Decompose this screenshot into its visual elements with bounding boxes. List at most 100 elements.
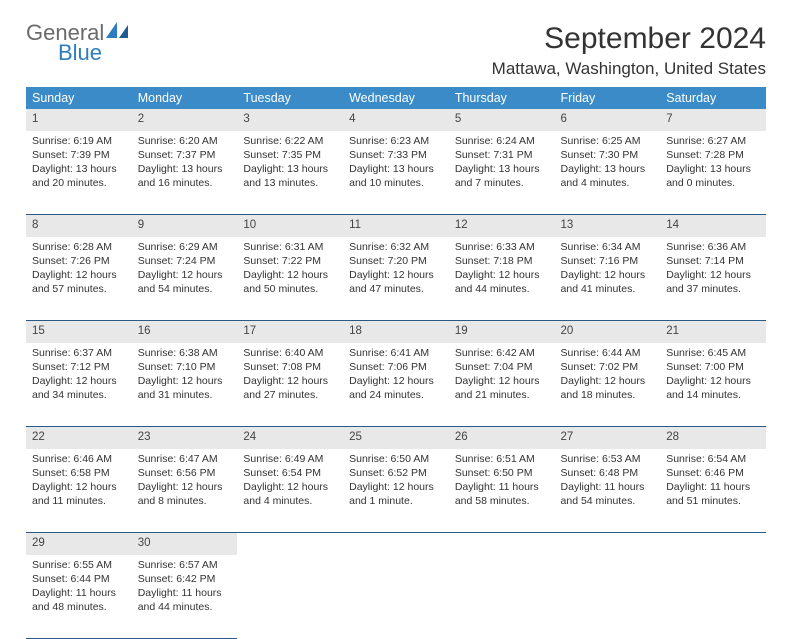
day-number: 13	[555, 215, 661, 237]
month-title: September 2024	[492, 22, 766, 56]
sunset-line: Sunset: 7:39 PM	[32, 148, 126, 162]
sunrise-line: Sunrise: 6:54 AM	[666, 452, 760, 466]
sunset-line: Sunset: 7:22 PM	[243, 254, 337, 268]
daylight-line: Daylight: 12 hours and 14 minutes.	[666, 374, 760, 402]
day-cell	[449, 555, 555, 639]
day-cell: Sunrise: 6:55 AMSunset: 6:44 PMDaylight:…	[26, 555, 132, 639]
daylight-line: Daylight: 12 hours and 21 minutes.	[455, 374, 549, 402]
sunset-line: Sunset: 7:08 PM	[243, 360, 337, 374]
weekday-header: Sunday	[26, 87, 132, 109]
day-cell: Sunrise: 6:34 AMSunset: 7:16 PMDaylight:…	[555, 237, 661, 321]
sunrise-line: Sunrise: 6:57 AM	[138, 558, 232, 572]
daylight-line: Daylight: 13 hours and 0 minutes.	[666, 162, 760, 190]
sunrise-line: Sunrise: 6:51 AM	[455, 452, 549, 466]
day-number: 18	[343, 321, 449, 343]
daylight-line: Daylight: 12 hours and 1 minute.	[349, 480, 443, 508]
sunset-line: Sunset: 7:35 PM	[243, 148, 337, 162]
day-number: 21	[660, 321, 766, 343]
sunrise-line: Sunrise: 6:44 AM	[561, 346, 655, 360]
sunrise-line: Sunrise: 6:24 AM	[455, 134, 549, 148]
calendar-table: Sunday Monday Tuesday Wednesday Thursday…	[26, 87, 766, 639]
sunrise-line: Sunrise: 6:29 AM	[138, 240, 232, 254]
sunrise-line: Sunrise: 6:22 AM	[243, 134, 337, 148]
day-number-row: 15161718192021	[26, 321, 766, 343]
sunset-line: Sunset: 7:30 PM	[561, 148, 655, 162]
weekday-header-row: Sunday Monday Tuesday Wednesday Thursday…	[26, 87, 766, 109]
day-cell	[555, 555, 661, 639]
daylight-line: Daylight: 11 hours and 58 minutes.	[455, 480, 549, 508]
day-cell: Sunrise: 6:24 AMSunset: 7:31 PMDaylight:…	[449, 131, 555, 215]
day-number: 24	[237, 427, 343, 449]
day-number: 25	[343, 427, 449, 449]
day-cell: Sunrise: 6:53 AMSunset: 6:48 PMDaylight:…	[555, 449, 661, 533]
day-number: 1	[26, 109, 132, 131]
sunset-line: Sunset: 6:44 PM	[32, 572, 126, 586]
sunrise-line: Sunrise: 6:28 AM	[32, 240, 126, 254]
day-number	[343, 533, 449, 555]
sunset-line: Sunset: 7:37 PM	[138, 148, 232, 162]
daylight-line: Daylight: 12 hours and 31 minutes.	[138, 374, 232, 402]
day-number: 30	[132, 533, 238, 555]
day-cell: Sunrise: 6:44 AMSunset: 7:02 PMDaylight:…	[555, 343, 661, 427]
sunset-line: Sunset: 7:28 PM	[666, 148, 760, 162]
day-number-row: 2930	[26, 533, 766, 555]
day-number: 9	[132, 215, 238, 237]
day-number: 7	[660, 109, 766, 131]
day-number: 19	[449, 321, 555, 343]
logo: General Blue	[26, 22, 132, 64]
day-number: 22	[26, 427, 132, 449]
header: General Blue September 2024 Mattawa, Was…	[26, 22, 766, 79]
sunset-line: Sunset: 6:56 PM	[138, 466, 232, 480]
sunset-line: Sunset: 6:50 PM	[455, 466, 549, 480]
sunset-line: Sunset: 7:04 PM	[455, 360, 549, 374]
day-cell: Sunrise: 6:49 AMSunset: 6:54 PMDaylight:…	[237, 449, 343, 533]
sunrise-line: Sunrise: 6:23 AM	[349, 134, 443, 148]
daylight-line: Daylight: 13 hours and 20 minutes.	[32, 162, 126, 190]
sunset-line: Sunset: 7:02 PM	[561, 360, 655, 374]
day-cell: Sunrise: 6:31 AMSunset: 7:22 PMDaylight:…	[237, 237, 343, 321]
sunrise-line: Sunrise: 6:55 AM	[32, 558, 126, 572]
sunrise-line: Sunrise: 6:41 AM	[349, 346, 443, 360]
day-number: 20	[555, 321, 661, 343]
day-number: 14	[660, 215, 766, 237]
day-number: 15	[26, 321, 132, 343]
day-number: 10	[237, 215, 343, 237]
day-number: 5	[449, 109, 555, 131]
day-cell	[660, 555, 766, 639]
day-cell: Sunrise: 6:54 AMSunset: 6:46 PMDaylight:…	[660, 449, 766, 533]
sunrise-line: Sunrise: 6:38 AM	[138, 346, 232, 360]
sunrise-line: Sunrise: 6:37 AM	[32, 346, 126, 360]
sunrise-line: Sunrise: 6:19 AM	[32, 134, 126, 148]
sunset-line: Sunset: 6:46 PM	[666, 466, 760, 480]
day-cell: Sunrise: 6:51 AMSunset: 6:50 PMDaylight:…	[449, 449, 555, 533]
sunset-line: Sunset: 7:14 PM	[666, 254, 760, 268]
sunset-line: Sunset: 7:12 PM	[32, 360, 126, 374]
day-cell: Sunrise: 6:25 AMSunset: 7:30 PMDaylight:…	[555, 131, 661, 215]
daylight-line: Daylight: 13 hours and 16 minutes.	[138, 162, 232, 190]
logo-word2: Blue	[58, 42, 132, 64]
day-cell: Sunrise: 6:20 AMSunset: 7:37 PMDaylight:…	[132, 131, 238, 215]
daylight-line: Daylight: 13 hours and 10 minutes.	[349, 162, 443, 190]
sunset-line: Sunset: 7:31 PM	[455, 148, 549, 162]
day-cell: Sunrise: 6:23 AMSunset: 7:33 PMDaylight:…	[343, 131, 449, 215]
day-cell: Sunrise: 6:32 AMSunset: 7:20 PMDaylight:…	[343, 237, 449, 321]
day-cell: Sunrise: 6:50 AMSunset: 6:52 PMDaylight:…	[343, 449, 449, 533]
day-number: 28	[660, 427, 766, 449]
daylight-line: Daylight: 13 hours and 4 minutes.	[561, 162, 655, 190]
daylight-line: Daylight: 12 hours and 18 minutes.	[561, 374, 655, 402]
daylight-line: Daylight: 12 hours and 8 minutes.	[138, 480, 232, 508]
day-number: 2	[132, 109, 238, 131]
sunrise-line: Sunrise: 6:42 AM	[455, 346, 549, 360]
day-number: 4	[343, 109, 449, 131]
sunset-line: Sunset: 7:10 PM	[138, 360, 232, 374]
sunset-line: Sunset: 7:26 PM	[32, 254, 126, 268]
day-cell: Sunrise: 6:36 AMSunset: 7:14 PMDaylight:…	[660, 237, 766, 321]
title-block: September 2024 Mattawa, Washington, Unit…	[492, 22, 766, 79]
day-number: 3	[237, 109, 343, 131]
day-cell: Sunrise: 6:27 AMSunset: 7:28 PMDaylight:…	[660, 131, 766, 215]
day-number-row: 22232425262728	[26, 427, 766, 449]
sunrise-line: Sunrise: 6:34 AM	[561, 240, 655, 254]
day-cell: Sunrise: 6:40 AMSunset: 7:08 PMDaylight:…	[237, 343, 343, 427]
day-body-row: Sunrise: 6:37 AMSunset: 7:12 PM Daylight:…	[26, 343, 766, 427]
sunrise-line: Sunrise: 6:33 AM	[455, 240, 549, 254]
